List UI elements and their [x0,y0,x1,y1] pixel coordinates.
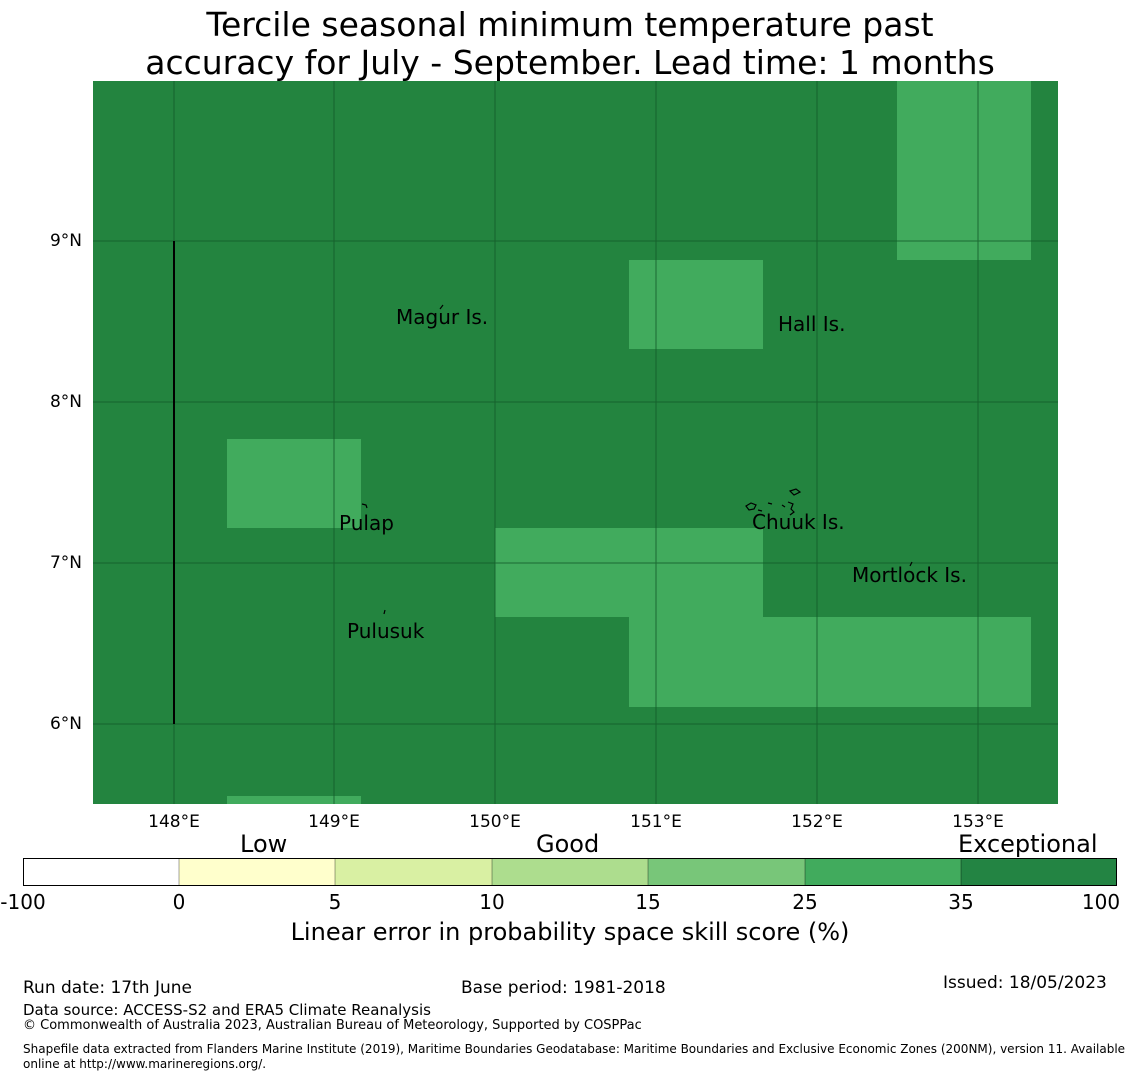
legend-category-exceptional: Exceptional [958,830,1098,858]
colorbar-segment [492,858,648,886]
skill-cell [629,617,1031,707]
colorbar-tick: 15 [635,890,661,914]
colorbar-tick: -100 [0,890,46,914]
skill-cell [897,81,1031,260]
map-title-line-1: Tercile seasonal minimum temperature pas… [206,5,934,44]
shapefile-credit-line-1: Shapefile data extracted from Flanders M… [23,1042,1126,1056]
data-source: Data source: ACCESS-S2 and ERA5 Climate … [23,1001,431,1019]
colorbar-tick: 0 [172,890,186,914]
colorbar-tick: 10 [479,890,505,914]
place-label-magur: Magur Is. [396,305,489,329]
run-date: Run date: 17th June [23,978,192,998]
legend-category-low: Low [240,830,288,858]
lat-label: 8°N [49,392,82,412]
lon-label: 152°E [791,812,843,832]
lat-label: 9°N [49,231,82,251]
place-label-chuuk: Chuuk Is. [752,510,845,534]
island-shape [745,502,757,511]
island-outlines [361,304,913,615]
skill-cell [227,439,361,528]
skill-score-map [93,81,1058,804]
island-shape [788,488,802,496]
map-title-line-2: accuracy for July - September. Lead time… [145,43,995,82]
lat-label: 6°N [49,714,82,734]
issued-date: Issued: 18/05/2023 [943,973,1107,993]
colorbar-segment [961,858,1117,886]
colorbar-segment [23,858,179,886]
colorbar-segment [179,858,335,886]
skill-cell [495,528,763,617]
colorbar [23,858,1117,886]
island-shape [767,502,773,505]
base-period: Base period: 1981-2018 [461,978,666,998]
colorbar-tick: 25 [792,890,818,914]
high-skill-cells [227,81,1031,804]
legend-category-good: Good [536,830,600,858]
place-label-mortlock: Mortlock Is. [852,563,967,587]
skill-cell [629,260,763,349]
place-label-pulusuk: Pulusuk [347,619,425,643]
place-label-hall: Hall Is. [778,312,846,336]
colorbar-label: Linear error in probability space skill … [290,918,850,946]
island-shape [361,503,368,509]
island-shape [757,509,763,512]
lon-label: 149°E [308,812,360,832]
lon-label: 148°E [148,812,200,832]
place-label-pulap: Pulap [339,511,394,535]
island-shape [787,501,795,516]
island-shape [781,504,786,508]
lon-label: 153°E [952,812,1004,832]
lon-label: 150°E [469,812,521,832]
colorbar-tick: 35 [948,890,974,914]
island-shape [909,561,913,567]
colorbar-tick: 100 [1081,890,1121,914]
lat-label: 7°N [49,553,82,573]
copyright: © Commonwealth of Australia 2023, Austra… [23,1018,642,1033]
shapefile-credit-line-2: online at http://www.marineregions.org/. [23,1057,267,1071]
colorbar-segment [648,858,805,886]
island-shape [383,609,386,615]
lon-label: 151°E [630,812,682,832]
colorbar-segment [805,858,961,886]
island-shape [439,304,444,310]
colorbar-segment [335,858,492,886]
skill-cell [227,796,361,804]
colorbar-tick: 5 [328,890,342,914]
